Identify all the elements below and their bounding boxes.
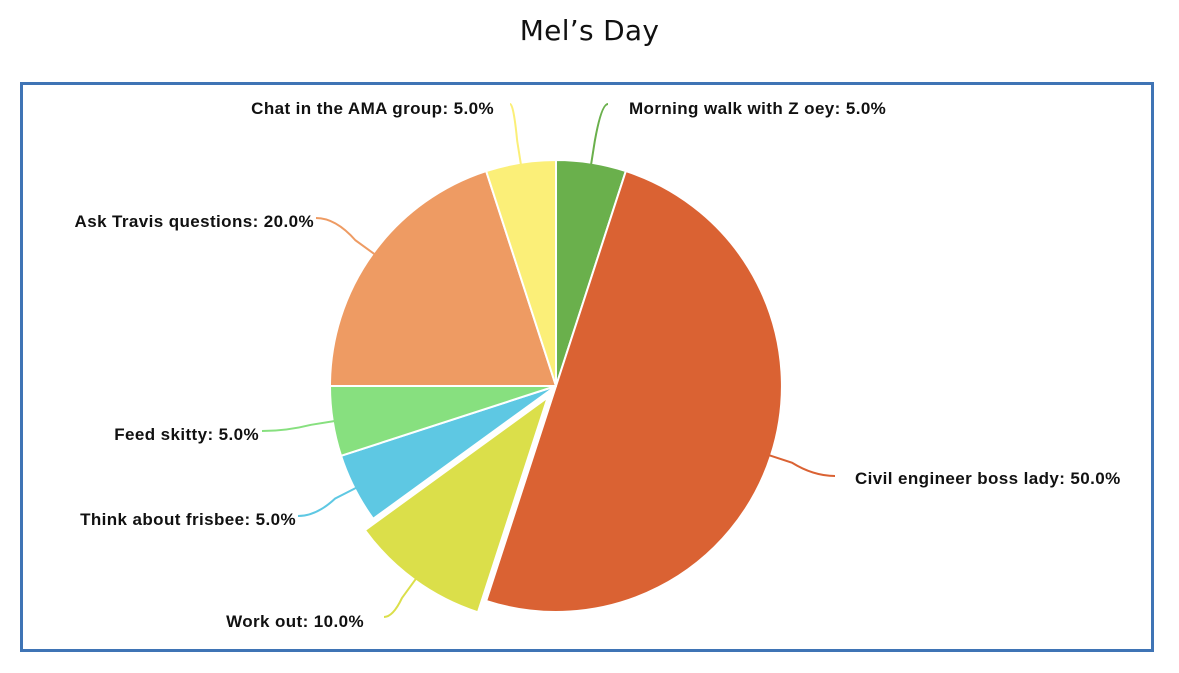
- leader-line-chat-in-the-ama-group: [509, 103, 523, 169]
- pie-leader-lines: [261, 103, 836, 618]
- leader-line-work-out: [383, 574, 420, 618]
- leader-line-civil-engineer-boss-lady: [764, 453, 836, 477]
- leader-line-feed-skitty: [261, 419, 339, 432]
- slice-label-think-about-frisbee: Think about frisbee: 5.0%: [80, 510, 296, 529]
- chart-title: Mel’s Day: [519, 14, 660, 47]
- chart-frame: [20, 82, 1154, 652]
- leader-line-think-about-frisbee: [297, 484, 361, 517]
- slice-label-work-out: Work out: 10.0%: [226, 612, 364, 631]
- pie-labels: Morning walk with Z oey: 5.0% Civil engin…: [75, 99, 1121, 631]
- slice-label-ask-travis-questions: Ask Travis questions: 20.0%: [75, 212, 314, 231]
- slice-label-chat-in-the-ama-group: Chat in the AMA group: 5.0%: [251, 99, 494, 118]
- slice-label-civil-engineer-boss-lady: Civil engineer boss lady: 50.0%: [855, 469, 1121, 488]
- leader-line-ask-travis-questions: [315, 217, 379, 258]
- pie-slices: [329, 159, 783, 614]
- leader-line-morning-walk-with-zoey: [589, 103, 609, 169]
- slice-label-feed-skitty: Feed skitty: 5.0%: [114, 425, 259, 444]
- slice-label-morning-walk-with-zoey: Morning walk with Z oey: 5.0%: [629, 99, 886, 118]
